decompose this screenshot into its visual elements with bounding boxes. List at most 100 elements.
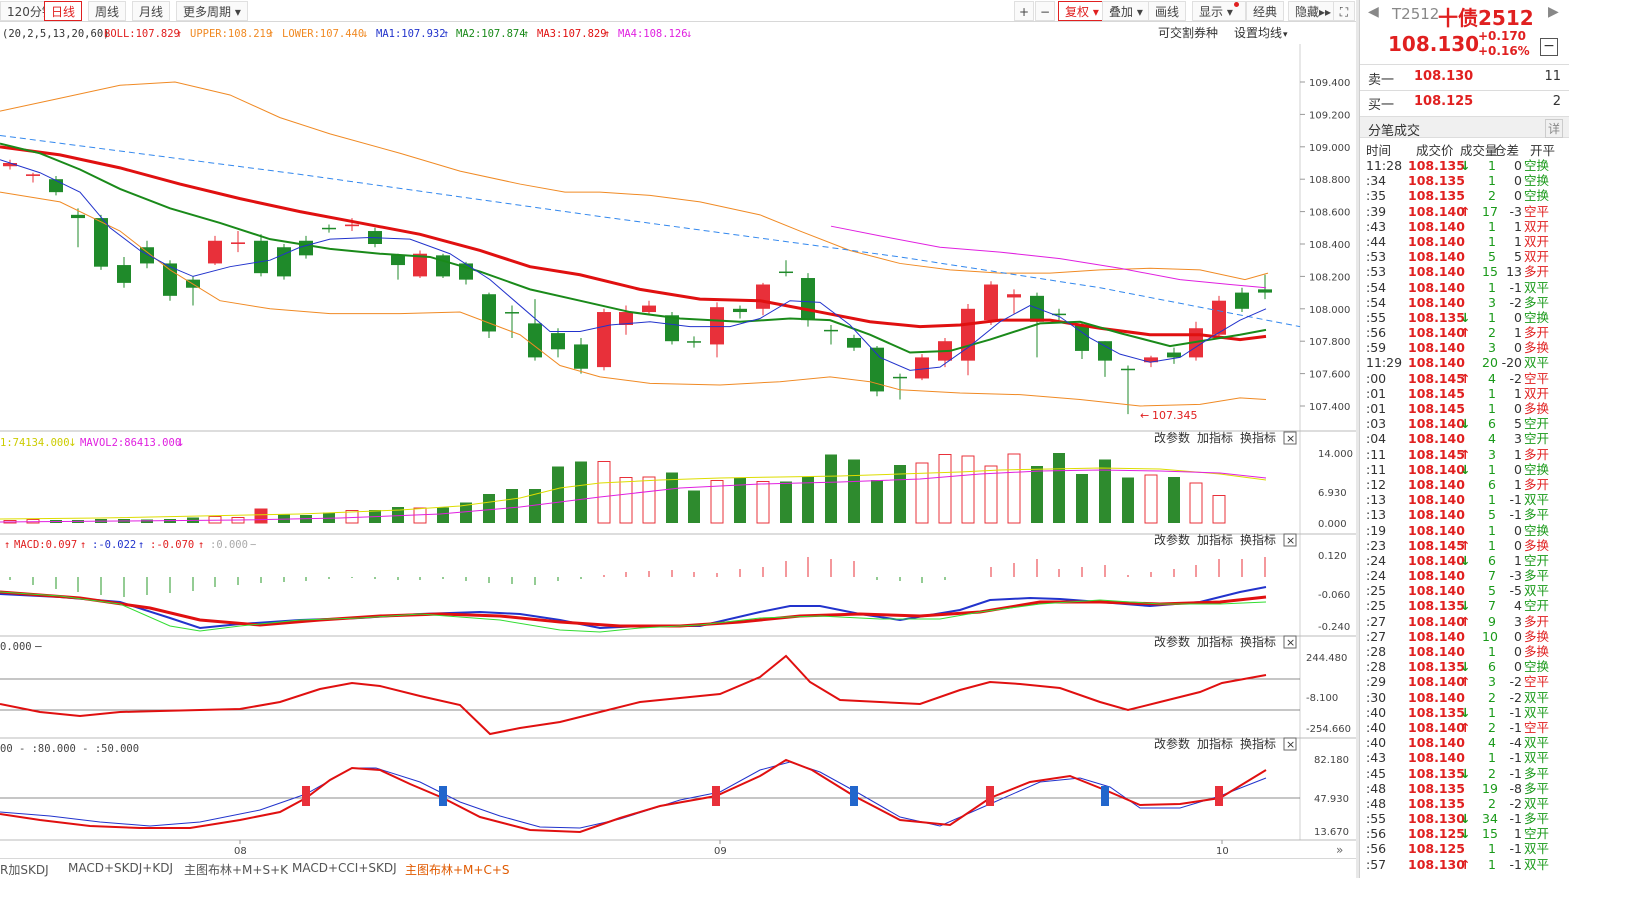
tick-oi-change: 1 — [1514, 476, 1522, 492]
tick-time: :40 — [1366, 735, 1387, 751]
tick-time: :13 — [1366, 492, 1387, 508]
more-period-dropdown[interactable]: 更多周期 ▾ — [176, 1, 248, 21]
tick-row: :25 108.135 ↓ 7 4 空开 — [1360, 598, 1569, 613]
overlay-dropdown[interactable]: 叠加 ▾ — [1102, 1, 1150, 21]
skdj-cross-marker — [1101, 786, 1109, 806]
volume-axis-label: 14.000 — [1318, 449, 1353, 460]
tradeable-bonds-link[interactable]: 可交割券种 — [1158, 25, 1218, 40]
tick-oi-change: -2 — [1509, 674, 1522, 690]
tick-oi-change: -1 — [1509, 765, 1522, 781]
x-axis-label: 10 — [1216, 846, 1229, 857]
tick-row: :55 108.135 ↓ 1 0 空换 — [1360, 310, 1569, 325]
template-tab-active[interactable]: 主图布林+M+C+S — [405, 863, 510, 877]
add-indicator-button[interactable]: 加指标 — [1197, 532, 1233, 547]
add-indicator-button[interactable]: 加指标 — [1197, 430, 1233, 445]
template-tab[interactable]: MACD+CCI+SKDJ — [292, 861, 397, 875]
tick-nature: 双开 — [1524, 218, 1550, 234]
fullscreen-button[interactable]: ⛶ — [1333, 1, 1355, 21]
tick-row: :28 108.140 1 0 多换 — [1360, 644, 1569, 659]
col-nature: 开平 — [1530, 143, 1556, 158]
tick-nature: 多开 — [1524, 613, 1550, 629]
tick-volume: 1 — [1488, 856, 1496, 872]
close-panel-button[interactable] — [1283, 431, 1297, 445]
candle-up — [642, 305, 656, 313]
macd-axis: 0.120 -0.060 -0.240 — [1318, 551, 1350, 633]
tick-nature: 空换 — [1524, 659, 1550, 675]
switch-indicator-button[interactable]: 换指标 — [1240, 532, 1276, 547]
volume-bar-down — [871, 480, 883, 523]
close-panel-button[interactable] — [1283, 635, 1297, 649]
tick-time: :24 — [1366, 552, 1387, 568]
zoom-in-button[interactable]: + — [1014, 1, 1034, 21]
down-arrow-icon: ↓ — [1460, 811, 1471, 827]
tick-volume: 1 — [1488, 704, 1496, 720]
candle-down — [117, 265, 131, 283]
candle-up — [710, 307, 724, 345]
chart-toolbar: 120分钟 日线 周线 月线 更多周期 ▾ + − 复权 ▾ 叠加 ▾ 画线 显… — [0, 0, 1356, 22]
volume-bar-up — [961, 455, 975, 524]
candle-up — [1144, 357, 1158, 363]
hide-button[interactable]: 隐藏▸▸ — [1288, 1, 1339, 21]
volume-bar-up — [597, 461, 611, 524]
close-panel-button[interactable] — [1283, 533, 1297, 547]
template-tab[interactable]: MACD+SKDJ+KDJ — [68, 861, 173, 875]
tick-row: :29 108.140 ↑ 3 -2 空平 — [1360, 674, 1569, 689]
candle-up — [26, 174, 40, 176]
add-indicator-button[interactable]: 加指标 — [1197, 634, 1233, 649]
switch-indicator-button[interactable]: 换指标 — [1240, 430, 1276, 445]
candle-up — [208, 240, 222, 264]
change-params-button[interactable]: 改参数 — [1154, 736, 1190, 751]
period-daily-button[interactable]: 日线 — [44, 1, 83, 21]
draw-line-button[interactable]: 画线 — [1148, 1, 1187, 21]
up-arrow-icon: ↑ — [176, 28, 182, 40]
add-indicator-button[interactable]: 加指标 — [1197, 736, 1233, 751]
x-axis-label: 09 — [714, 846, 727, 857]
change-params-button[interactable]: 改参数 — [1154, 532, 1190, 547]
prev-contract-icon[interactable]: ◀ — [1368, 4, 1379, 20]
candle-down — [391, 255, 405, 266]
candle-down — [1052, 313, 1066, 316]
col-time: 时间 — [1366, 143, 1392, 158]
change-params-button[interactable]: 改参数 — [1154, 430, 1190, 445]
main-price-axis: 109.400 109.200 109.000 108.800 108.600 108.4… — [1300, 78, 1350, 413]
ticks-detail-button[interactable]: 详 — [1544, 119, 1563, 138]
template-tab[interactable]: 主图布林+M+S+K — [184, 863, 289, 877]
period-weekly-button[interactable]: 周线 — [88, 1, 127, 21]
candle-down — [824, 329, 838, 332]
next-contract-icon[interactable]: ▶ — [1548, 4, 1559, 20]
candle-down — [574, 344, 588, 369]
collapse-button[interactable]: − — [1540, 38, 1558, 56]
down-arrow-icon: ↓ — [1460, 765, 1471, 781]
tick-nature: 空换 — [1524, 158, 1550, 173]
tick-row: :57 108.130 ↑ 1 -1 双平 — [1360, 857, 1569, 872]
display-dropdown[interactable]: 显示 ▾ — [1192, 1, 1246, 21]
tick-time: :57 — [1366, 856, 1387, 872]
volume-bar-down — [802, 476, 814, 523]
tick-volume: 20 — [1482, 355, 1498, 371]
close-panel-button[interactable] — [1283, 737, 1297, 751]
tick-volume: 17 — [1482, 203, 1498, 219]
tick-price: 108.140 — [1408, 431, 1465, 447]
tick-price: 108.140 — [1408, 203, 1465, 219]
candle-down — [505, 312, 519, 314]
switch-indicator-button[interactable]: 换指标 — [1240, 634, 1276, 649]
candle-down — [870, 347, 884, 392]
tick-volume: 3 — [1488, 446, 1496, 462]
period-monthly-button[interactable]: 月线 — [132, 1, 171, 21]
tick-nature: 双平 — [1524, 355, 1550, 371]
bid-row: 买一 108.125 2 — [1360, 94, 1569, 113]
set-ma-dropdown[interactable]: 设置均线 — [1234, 26, 1282, 40]
chart-area[interactable]: (20,2,5,13,20,60) BOLL:107.829 ↑ UPPER:1… — [0, 22, 1356, 858]
switch-indicator-button[interactable]: 换指标 — [1240, 736, 1276, 751]
tick-oi-change: -8 — [1509, 780, 1522, 796]
zoom-out-button[interactable]: − — [1035, 1, 1055, 21]
splitter[interactable] — [1356, 0, 1359, 878]
change-params-button[interactable]: 改参数 — [1154, 634, 1190, 649]
fuquan-dropdown[interactable]: 复权 ▾ — [1058, 1, 1106, 21]
template-tab[interactable]: R加SKDJ — [0, 863, 49, 877]
skdj-axis-label: 47.930 — [1314, 794, 1349, 805]
more-period-label: 更多周期 — [183, 5, 232, 19]
scroll-right-icon[interactable]: » — [1336, 843, 1343, 857]
classic-button[interactable]: 经典 — [1246, 1, 1285, 21]
tick-price: 108.140 — [1408, 613, 1465, 629]
